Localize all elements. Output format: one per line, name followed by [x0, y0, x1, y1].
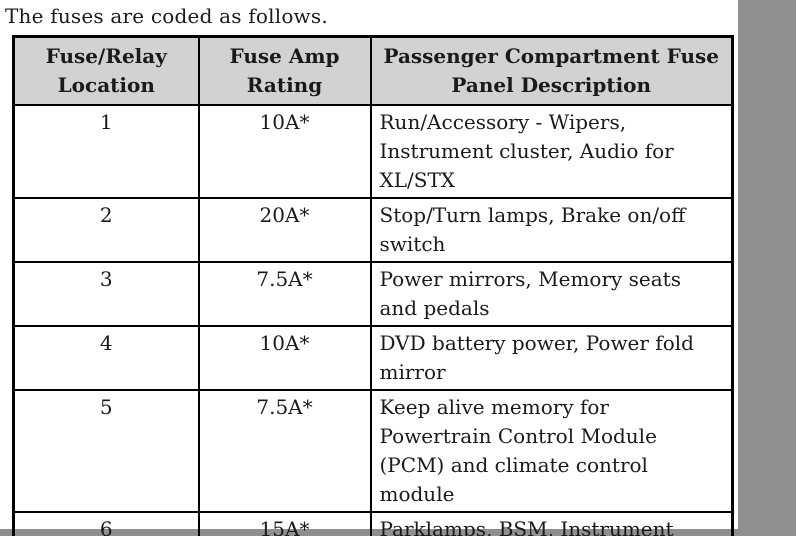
amp-rating-cell: 7.5A*: [197, 389, 372, 513]
amp-rating-cell: 20A*: [197, 197, 372, 263]
header-line: Rating: [246, 73, 323, 97]
fuse-location-cell: 5: [12, 389, 200, 513]
fuse-location-cell: 6: [12, 511, 200, 536]
header-fuse-amp-rating: Fuse Amp Rating: [197, 35, 372, 106]
description-cell: Run/Accessory - Wipers, Instrument clust…: [369, 104, 734, 199]
fuse-table: Fuse/Relay Location Fuse Amp Rating Pass…: [12, 35, 734, 536]
table-header-row: Fuse/Relay Location Fuse Amp Rating Pass…: [12, 35, 734, 106]
document-content: The fuses are coded as follows. Fuse/Rel…: [5, 4, 734, 536]
header-line: Passenger Compartment Fuse: [383, 44, 720, 68]
table-row: 6 15A* Parklamps, BSM, Instrument panel …: [12, 511, 734, 536]
header-line: Panel Description: [451, 73, 652, 97]
amp-rating-cell: 10A*: [197, 325, 372, 391]
description-cell: Parklamps, BSM, Instrument panel illumin…: [369, 511, 734, 536]
header-fuse-relay-location: Fuse/Relay Location: [12, 35, 200, 106]
table-row: 2 20A* Stop/Turn lamps, Brake on/off swi…: [12, 197, 734, 263]
fuse-location-cell: 4: [12, 325, 200, 391]
description-cell: Keep alive memory for Powertrain Control…: [369, 389, 734, 513]
amp-rating-cell: 10A*: [197, 104, 372, 199]
amp-rating-cell: 7.5A*: [197, 261, 372, 327]
table-row: 3 7.5A* Power mirrors, Memory seats and …: [12, 261, 734, 327]
fuse-location-cell: 3: [12, 261, 200, 327]
header-panel-description: Passenger Compartment Fuse Panel Descrip…: [369, 35, 734, 106]
fuse-location-cell: 2: [12, 197, 200, 263]
table-row: 1 10A* Run/Accessory - Wipers, Instrumen…: [12, 104, 734, 199]
header-line: Fuse/Relay: [45, 44, 167, 68]
description-cell: Power mirrors, Memory seats and pedals: [369, 261, 734, 327]
description-cell: DVD battery power, Power fold mirror: [369, 325, 734, 391]
header-line: Fuse Amp: [229, 44, 340, 68]
table-row: 5 7.5A* Keep alive memory for Powertrain…: [12, 389, 734, 513]
table-row: 4 10A* DVD battery power, Power fold mir…: [12, 325, 734, 391]
intro-text: The fuses are coded as follows.: [5, 4, 328, 28]
description-cell: Stop/Turn lamps, Brake on/off switch: [369, 197, 734, 263]
fuse-location-cell: 1: [12, 104, 200, 199]
scan-edge-right: [738, 0, 796, 536]
header-line: Location: [57, 73, 155, 97]
amp-rating-cell: 15A*: [197, 511, 372, 536]
